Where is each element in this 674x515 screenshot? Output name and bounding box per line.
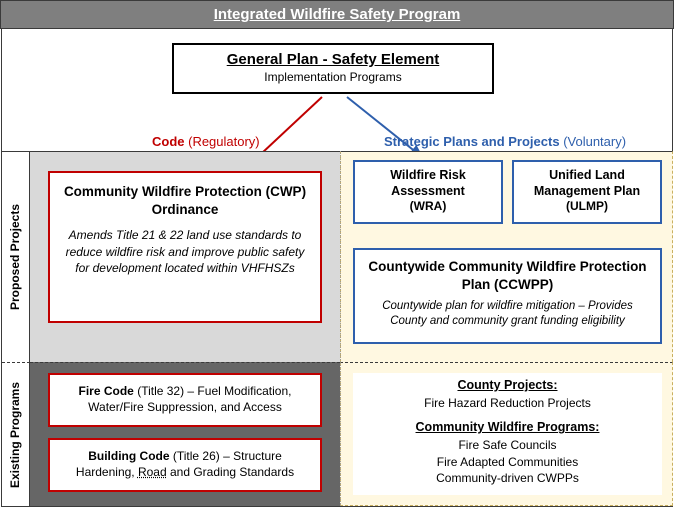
county-projects-line1: Fire Hazard Reduction Projects xyxy=(361,395,654,412)
side-proposed-text: Proposed Projects xyxy=(9,204,23,310)
side-existing-text: Existing Programs xyxy=(9,381,23,487)
building-code-bold: Building Code xyxy=(88,449,169,463)
ccwpp-box: Countywide Community Wildfire Protection… xyxy=(353,248,662,344)
fire-code-box: Fire Code (Title 32) – Fuel Modification… xyxy=(48,373,322,427)
cwp-box: Community Wildfire Protection (CWP) Ordi… xyxy=(48,171,322,323)
strategic-bold: Strategic Plans and Projects xyxy=(384,134,560,149)
community-programs-line1: Fire Safe Councils xyxy=(361,437,654,454)
wra-heading: Wildfire Risk Assessment xyxy=(359,168,497,199)
side-label-proposed: Proposed Projects xyxy=(2,151,30,362)
code-rest: (Regulatory) xyxy=(185,134,260,149)
cwp-desc: Amends Title 21 & 22 land use standards … xyxy=(62,227,308,276)
cwp-heading: Community Wildfire Protection (CWP) Ordi… xyxy=(62,183,308,219)
county-projects-heading: County Projects: xyxy=(361,377,654,395)
vertical-divider xyxy=(340,151,341,506)
code-bold: Code xyxy=(152,134,185,149)
general-plan-sub: Implementation Programs xyxy=(182,70,484,84)
ulmp-heading: Unified Land Management Plan xyxy=(518,168,656,199)
branch-label-code: Code (Regulatory) xyxy=(152,134,260,149)
wra-short: (WRA) xyxy=(359,199,497,213)
county-projects-box: County Projects: Fire Hazard Reduction P… xyxy=(353,373,662,495)
branch-label-strategic: Strategic Plans and Projects (Voluntary) xyxy=(384,134,626,149)
ccwpp-heading: Countywide Community Wildfire Protection… xyxy=(365,258,650,293)
community-programs-heading: Community Wildfire Programs: xyxy=(361,419,654,437)
title-text: Integrated Wildfire Safety Program xyxy=(214,6,461,23)
fire-code-bold: Fire Code xyxy=(79,384,134,398)
building-code-box: Building Code (Title 26) – Structure Har… xyxy=(48,438,322,492)
ccwpp-desc: Countywide plan for wildfire mitigation … xyxy=(365,299,650,329)
building-code-rest-b: and Grading Standards xyxy=(167,465,294,479)
community-programs-line2: Fire Adapted Communities xyxy=(361,454,654,471)
diagram-frame: General Plan - Safety Element Implementa… xyxy=(1,29,673,507)
wra-box: Wildfire Risk Assessment (WRA) xyxy=(353,160,503,224)
community-programs-line3: Community-driven CWPPs xyxy=(361,470,654,487)
ulmp-short: (ULMP) xyxy=(518,199,656,213)
side-label-existing: Existing Programs xyxy=(2,362,30,506)
general-plan-box: General Plan - Safety Element Implementa… xyxy=(172,43,494,94)
general-plan-heading: General Plan - Safety Element xyxy=(182,51,484,68)
ulmp-box: Unified Land Management Plan (ULMP) xyxy=(512,160,662,224)
title-bar: Integrated Wildfire Safety Program xyxy=(0,0,674,29)
building-code-road: Road xyxy=(138,465,167,479)
strategic-rest: (Voluntary) xyxy=(560,134,626,149)
